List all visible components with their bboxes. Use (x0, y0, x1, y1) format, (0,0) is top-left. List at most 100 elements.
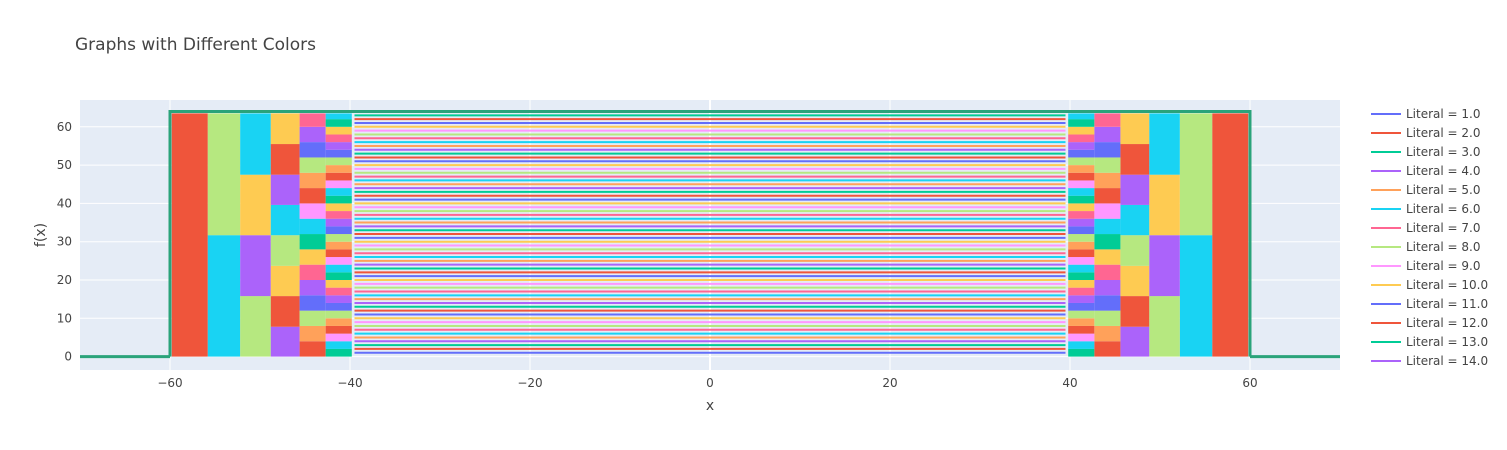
inner-column-left (325, 157, 352, 166)
inner-column-right (1068, 241, 1095, 250)
legend-label: Literal = 12.0 (1406, 316, 1488, 330)
inner-column-left (299, 172, 326, 189)
y-tick-label: 10 (57, 311, 72, 325)
block-left (270, 144, 300, 175)
inner-column-right (1068, 280, 1095, 288)
inner-column-right (1068, 126, 1095, 135)
inner-column-left (325, 234, 352, 242)
legend-label: Literal = 3.0 (1406, 145, 1481, 159)
legend-item[interactable]: Literal = 12.0 (1371, 316, 1488, 330)
inner-column-left (325, 113, 352, 120)
block-left (270, 235, 300, 266)
inner-column-left (325, 149, 352, 158)
x-tick-label: −40 (337, 376, 362, 390)
inner-column-right (1068, 149, 1095, 158)
inner-column-left (299, 264, 326, 280)
block-right (1149, 235, 1180, 297)
inner-column-left (325, 241, 352, 250)
inner-column-left (325, 280, 352, 288)
legend-label: Literal = 2.0 (1406, 126, 1481, 140)
y-tick-label: 60 (57, 120, 72, 134)
legend-item[interactable]: Literal = 11.0 (1371, 297, 1488, 311)
legend-item[interactable]: Literal = 10.0 (1371, 278, 1488, 292)
legend-item[interactable]: Literal = 3.0 (1371, 145, 1481, 159)
inner-column-left (325, 249, 352, 258)
block-left (270, 174, 300, 205)
block-right (1120, 265, 1150, 297)
inner-column-left (299, 188, 326, 204)
legend-item[interactable]: Literal = 2.0 (1371, 126, 1481, 140)
inner-column-right (1068, 172, 1095, 181)
inner-column-left (299, 280, 326, 296)
inner-column-left (299, 325, 326, 342)
inner-column-left (325, 211, 352, 219)
inner-column-left (325, 295, 352, 303)
chart-title: Graphs with Different Colors (75, 35, 316, 55)
block-right (1212, 113, 1249, 357)
legend-label: Literal = 14.0 (1406, 354, 1488, 368)
inner-column-right (1068, 226, 1095, 235)
inner-column-left (299, 249, 326, 265)
inner-column-right (1068, 119, 1095, 127)
inner-column-left (325, 226, 352, 235)
legend-label: Literal = 6.0 (1406, 202, 1481, 216)
inner-column-right (1068, 318, 1095, 326)
block-right (1120, 296, 1150, 327)
inner-column-right (1094, 142, 1121, 158)
block-left (270, 296, 300, 327)
block-right (1120, 235, 1150, 266)
block-right (1120, 174, 1150, 205)
y-tick-label: 50 (57, 158, 72, 172)
x-tick-label: −60 (157, 376, 182, 390)
block-left (270, 204, 300, 236)
inner-column-right (1068, 249, 1095, 258)
block-left (240, 113, 271, 175)
block-left (240, 235, 271, 297)
inner-column-left (325, 218, 352, 227)
inner-column-right (1094, 218, 1121, 235)
inner-column-right (1068, 302, 1095, 311)
inner-column-right (1068, 348, 1095, 357)
legend-item[interactable]: Literal = 9.0 (1371, 259, 1481, 273)
block-right (1120, 144, 1150, 175)
inner-column-left (325, 341, 352, 349)
legend-item[interactable]: Literal = 7.0 (1371, 221, 1481, 235)
legend-item[interactable]: Literal = 5.0 (1371, 183, 1481, 197)
legend[interactable]: Literal = 1.0 Literal = 2.0 Literal = 3.0 L… (1371, 107, 1488, 368)
inner-column-right (1068, 341, 1095, 349)
legend-item[interactable]: Literal = 4.0 (1371, 164, 1481, 178)
x-tick-label: 0 (706, 376, 714, 390)
legend-item[interactable]: Literal = 13.0 (1371, 335, 1488, 349)
legend-label: Literal = 13.0 (1406, 335, 1488, 349)
block-left (207, 235, 241, 357)
legend-item[interactable]: Literal = 8.0 (1371, 240, 1481, 254)
inner-column-right (1094, 172, 1121, 189)
x-axis: −60 −40 −20 0 20 40 60 (157, 376, 1257, 390)
inner-column-left (299, 113, 326, 127)
envelope-outline (168, 109, 1252, 357)
block-right (1149, 174, 1180, 236)
legend-item[interactable]: Literal = 1.0 (1371, 107, 1481, 121)
inner-column-left (299, 203, 326, 219)
inner-column-right (1068, 264, 1095, 273)
block-left (240, 174, 271, 236)
legend-label: Literal = 11.0 (1406, 297, 1488, 311)
legend-item[interactable]: Literal = 14.0 (1371, 354, 1488, 368)
inner-column-left (299, 234, 326, 250)
inner-column-right (1094, 188, 1121, 204)
block-right (1120, 113, 1150, 145)
inner-column-right (1068, 195, 1095, 204)
inner-column-right (1094, 203, 1121, 219)
y-axis: 0 10 20 30 40 50 60 (57, 120, 72, 364)
inner-column-left (325, 203, 352, 212)
inner-column-left (325, 302, 352, 311)
chart-marks (80, 109, 1340, 359)
inner-column-left (325, 165, 352, 173)
block-left (171, 113, 208, 357)
inner-column-left (325, 287, 352, 296)
inner-column-right (1094, 264, 1121, 280)
y-axis-title: f(x) (33, 223, 49, 247)
legend-item[interactable]: Literal = 6.0 (1371, 202, 1481, 216)
inner-column-right (1094, 341, 1121, 357)
inner-column-left (299, 157, 326, 173)
